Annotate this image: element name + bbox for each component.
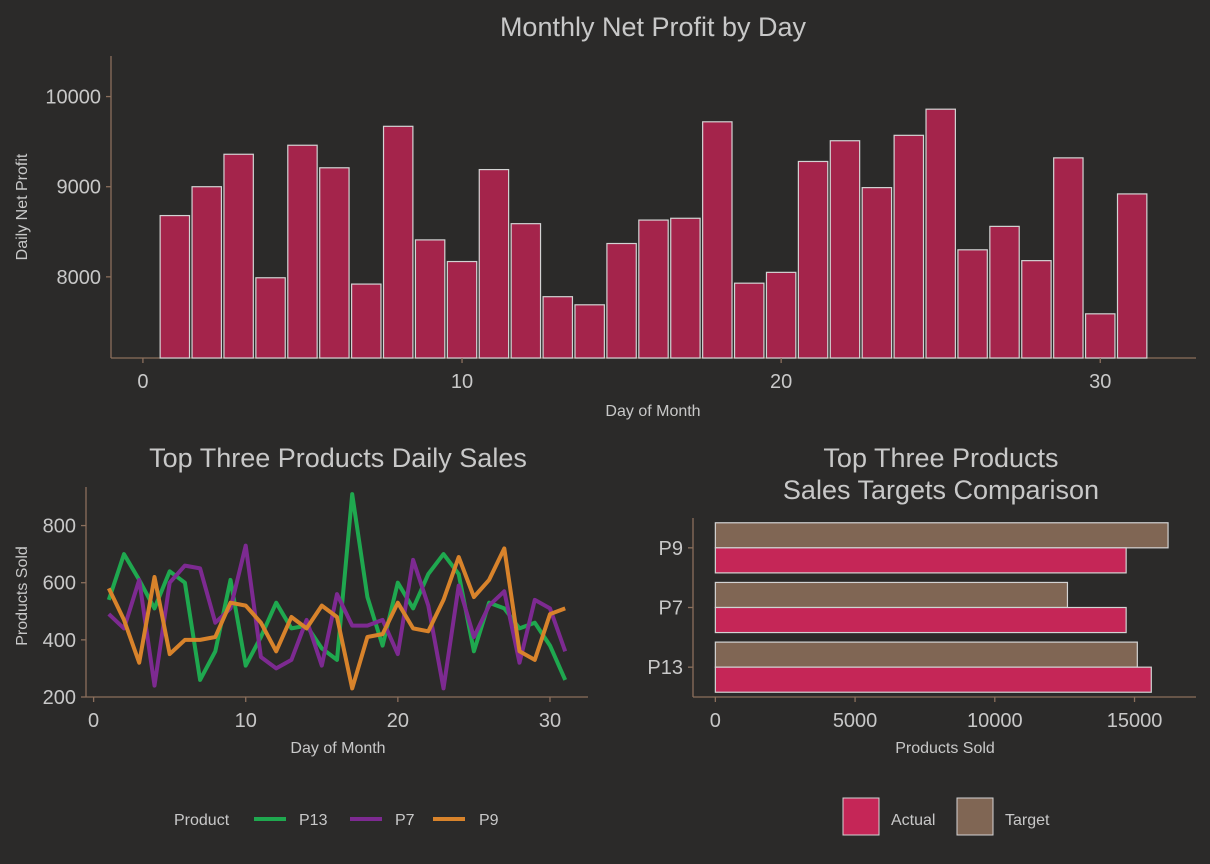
targets-chart: Top Three Products Sales Targets Compari… [647,443,1196,836]
profit-bar [159,214,191,359]
profit-bar [989,225,1020,359]
profit-bar [478,168,510,359]
hbar-actual-p7 [714,606,1127,634]
profit-bar [574,304,605,359]
profit-chart-xlabel: Day of Month [605,403,700,420]
line-y-tick-label: 200 [43,687,76,709]
profit-chart-title: Monthly Net Profit by Day [500,12,807,42]
profit-bar [606,242,637,359]
profit-bar [1084,313,1116,359]
profit-bar [925,108,956,359]
hbar-x-tick-label: 15000 [1107,710,1163,732]
hbar-x-tick-label: 5000 [833,710,878,732]
hbar-actual-p13 [714,666,1152,693]
line-legend-title: Product [174,812,230,829]
profit-bar [382,125,414,359]
line-y-tick-label: 400 [43,630,76,652]
sales-line-chart-title: Top Three Products Daily Sales [149,443,527,473]
profit-y-tick-label: 8000 [57,267,102,289]
targets-chart-title-line1: Top Three Products [823,443,1058,473]
line-y-tick-label: 800 [43,516,76,538]
line-x-tick-label: 10 [235,710,257,732]
profit-x-tick-label: 10 [451,371,473,393]
series-line-p7 [107,543,568,691]
hbar-target-p13 [714,641,1138,668]
hbar-plot-area: P9 P7 P13 0 5000 10000 15000 [647,518,1196,732]
sales-line-chart-xlabel: Day of Month [290,740,385,757]
series-line-p9 [106,546,566,691]
profit-y-tick-label: 9000 [57,177,102,199]
profit-bar [287,144,318,359]
targets-chart-title-line2: Sales Targets Comparison [783,475,1099,505]
profit-bar [829,140,861,359]
hbar-category-label: P13 [647,657,683,679]
line-y-tick-label: 600 [43,573,76,595]
series-line-p13 [106,492,568,682]
profit-bar [255,277,286,359]
profit-bar [542,296,574,359]
profit-bar [797,160,829,359]
profit-bar [733,282,765,359]
line-x-tick-label: 30 [539,710,561,732]
targets-chart-xlabel: Products Sold [895,740,995,757]
profit-bar [510,223,542,359]
hbar-x-tick-label: 0 [710,710,721,732]
hbar-target-p9 [714,522,1169,549]
line-x-tick-label: 0 [88,710,99,732]
profit-chart: Monthly Net Profit by Day Daily Net Prof… [14,12,1196,420]
targets-chart-legend: Actual Target [842,797,1050,836]
line-legend-label-p9: P9 [479,812,499,829]
profit-bar [223,153,254,359]
line-plot-area: 0 10 20 30 200 400 600 800 [43,487,588,732]
profit-bar [1021,260,1052,359]
profit-x-tick-label: 0 [137,371,148,393]
line-legend-label-p13: P13 [299,812,328,829]
profit-bar [1053,157,1084,359]
hbar-legend-swatch-actual [842,797,880,836]
profit-bar [1116,193,1148,359]
hbar-legend-label-actual: Actual [891,812,935,829]
profit-bar [446,260,478,359]
profit-bar [191,186,223,359]
line-x-tick-label: 20 [387,710,409,732]
sales-line-chart-ylabel: Products Sold [14,546,31,646]
profit-bar [702,121,733,359]
sales-line-chart: Top Three Products Daily Sales Products … [14,443,588,829]
profit-bar [670,217,701,359]
profit-bar [765,271,797,359]
profit-plot-area: 0 10 20 30 8000 9000 10000 [45,56,1196,393]
profit-bar [351,283,382,359]
hbar-legend-label-target: Target [1005,812,1050,829]
profit-bar [414,239,446,359]
profit-x-tick-label: 20 [770,371,792,393]
hbar-category-label: P9 [659,538,683,560]
profit-bar [861,187,893,359]
hbar-target-p7 [714,581,1069,609]
line-legend-label-p7: P7 [395,812,415,829]
hbar-category-label: P7 [659,598,683,620]
profit-y-tick-label: 10000 [45,87,101,109]
profit-bar [957,249,988,359]
profit-x-tick-label: 30 [1089,371,1111,393]
hbar-x-tick-label: 10000 [967,710,1023,732]
line-chart-legend: Product P13 P7 P9 [174,812,499,829]
profit-bar [319,167,350,359]
hbar-actual-p9 [714,547,1127,574]
hbar-legend-swatch-target [956,797,994,836]
profit-chart-ylabel: Daily Net Profit [14,153,31,260]
profit-bar [893,134,925,359]
profit-bar [638,219,669,359]
